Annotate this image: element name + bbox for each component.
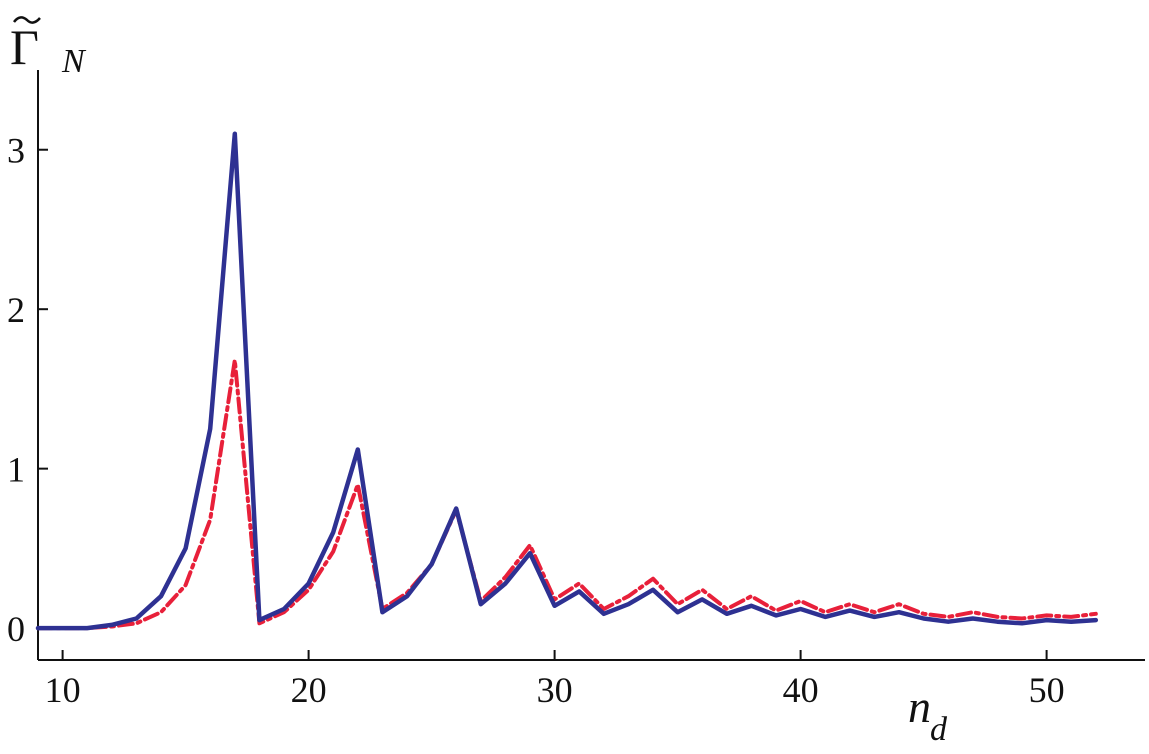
x-tick-label: 40 (783, 670, 819, 710)
ticks-layer: 10 20 30 40 50 0 1 2 3 (7, 131, 1065, 710)
y-axis-label-main: Γ (10, 19, 39, 75)
x-axis-label-main: n (908, 681, 931, 732)
axes-layer (37, 70, 1145, 661)
y-tick-label: 1 (7, 450, 25, 490)
x-tick-label: 10 (45, 670, 81, 710)
y-axis-label: Γ N (10, 16, 87, 80)
y-axis-label-subscript: N (61, 43, 87, 80)
x-tick-label: 50 (1029, 670, 1065, 710)
series-layer (35, 131, 1099, 631)
y-tick-label: 0 (7, 609, 25, 649)
x-tick-label: 30 (537, 670, 573, 710)
tilde-mark (13, 16, 41, 24)
x-axis-label-subscript: d (930, 711, 948, 748)
x-tick-label: 20 (291, 670, 327, 710)
y-tick-label: 2 (7, 290, 25, 330)
series-line-solid (35, 131, 1099, 631)
y-tick-label: 3 (7, 131, 25, 171)
series-line-dash-dot (36, 358, 1098, 631)
x-axis-label: n d (908, 681, 948, 748)
